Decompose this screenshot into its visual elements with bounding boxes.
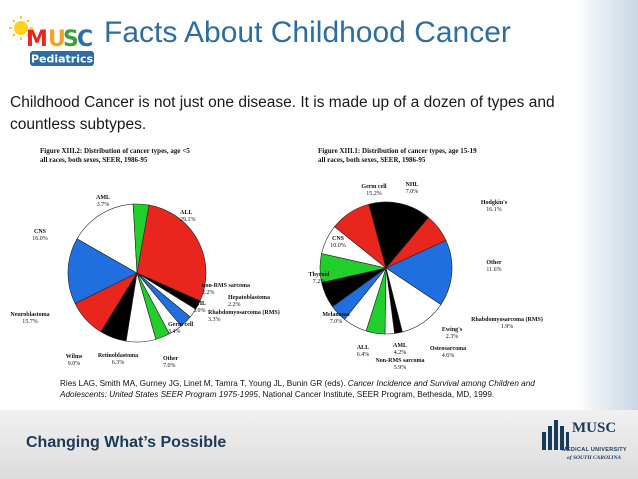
slice-label: ALL — [357, 345, 369, 351]
citation-authors: Ries LAG, Smith MA, Gurney JG, Linet M, … — [60, 379, 348, 388]
slice-value-label: 6.3% — [112, 360, 125, 366]
pie1-slices — [319, 201, 453, 335]
sun-icon — [9, 16, 33, 40]
slice-value-label: 11.6% — [486, 267, 501, 273]
logo-sub: Pediatrics — [31, 53, 94, 66]
pie1-labels: NHL7.0%Hodgkin's16.1%Other11.6%Rhabdomyo… — [309, 182, 543, 371]
slice-label: NHL — [193, 301, 206, 307]
slice-value-label: 7.0% — [406, 189, 419, 195]
slice-label: Germ cell — [361, 184, 386, 190]
slice-value-label: 7.0% — [163, 363, 176, 369]
slice-value-label: 5.9% — [394, 365, 407, 371]
chart-subtitle: all races, both sexes, SEER, 1986-95 — [318, 156, 426, 164]
citation-title: Cancer Incidence and Survival among Chil… — [60, 379, 535, 399]
pie-slice-hodgkin-s — [385, 240, 453, 305]
slice-label: Other — [163, 356, 179, 362]
chart-title: Figure XIII.1: Distribution of cancer ty… — [318, 147, 477, 155]
pie-slice-neuroblastoma — [67, 238, 138, 304]
slice-label: Hodgkin's — [481, 200, 508, 206]
slice-label: Wilms — [66, 354, 83, 360]
logo-letter-c: C — [77, 27, 93, 52]
slice-value-label: 4.6% — [442, 353, 455, 359]
intro-text: Childhood Cancer is not just one disease… — [10, 94, 555, 133]
pie-slice-cns — [76, 203, 138, 274]
slice-value-label: 3.4% — [168, 329, 181, 335]
slice-label: AML — [393, 343, 407, 349]
slice-value-label: 1.9% — [501, 324, 514, 330]
slice-label: Neuroblastoma — [10, 312, 49, 318]
slice-label: NHL — [405, 182, 418, 188]
pie-slice-aml — [132, 203, 150, 274]
slice-label: non-RMS sarcoma — [202, 283, 250, 289]
pie-chart-age-under-5: Figure XIII.2: Distribution of cancer ty… — [10, 147, 279, 369]
logo-letter-s: S — [63, 27, 79, 52]
slice-label: CNS — [34, 229, 47, 235]
slice-label: Thyroid — [309, 272, 331, 278]
footer-brand: MUSC — [572, 420, 617, 436]
slice-value-label: 15.2% — [366, 191, 382, 197]
slice-value-label: 9.0% — [68, 361, 81, 367]
citation-publisher: , National Cancer Institute, SEER Progra… — [257, 390, 495, 399]
slice-value-label: 10.0% — [330, 243, 346, 249]
slice-value-label: 3.0% — [193, 308, 206, 314]
citation: Ries LAG, Smith MA, Gurney JG, Linet M, … — [60, 378, 565, 400]
footer-tagline: Changing What’s Possible — [26, 434, 227, 451]
slice-label: ALL — [180, 210, 192, 216]
chart-subtitle: all races, both sexes, SEER, 1986-95 — [40, 156, 148, 164]
pie-chart-age-15-19: Figure XIII.1: Distribution of cancer ty… — [309, 147, 543, 371]
slice-value-label: 2.2% — [228, 302, 241, 308]
musc-building-icon — [542, 420, 569, 450]
slice-value-label: 7.0% — [330, 319, 343, 325]
footer-bar — [0, 410, 638, 479]
slice-label: Non-RMS sarcoma — [375, 358, 424, 364]
slice-value-label: 3.7% — [97, 202, 110, 208]
slice-label: Rhabdomyosarcoma (RMS) — [471, 316, 543, 323]
slice-value-label: 2.3% — [446, 334, 459, 340]
slice-value-label: 15.7% — [22, 319, 38, 325]
page-title: Facts About Childhood Cancer — [104, 16, 511, 49]
logo-letter-u: U — [48, 27, 66, 52]
slice-label: Hepatoblastoma — [228, 295, 270, 301]
footer-brand-sub1: MEDICAL UNIVERSITY — [562, 447, 627, 453]
slice-value-label: 6.4% — [357, 352, 370, 358]
slice-value-label: 3.3% — [208, 317, 221, 323]
slice-label: CNS — [332, 236, 345, 242]
logo-pediatrics-banner — [30, 51, 94, 66]
slice-value-label: 2.2% — [202, 290, 215, 296]
pie-slice-all — [136, 204, 207, 302]
footer-brand-sub2: of SOUTH CAROLINA — [567, 455, 622, 461]
slice-value-label: 29.1% — [180, 217, 196, 223]
slice-label: Ewing's — [442, 327, 463, 333]
musc-pediatrics-logo: M U S C Pediatrics — [9, 16, 94, 66]
slice-label: Other — [486, 260, 502, 266]
logo-letter-m: M — [26, 27, 48, 52]
pie0-slices — [67, 203, 207, 343]
chart-title: Figure XIII.2: Distribution of cancer ty… — [40, 147, 190, 155]
slice-value-label: 16.0% — [32, 236, 48, 242]
slice-label: Melanoma — [322, 312, 349, 318]
slice-label: Germ cell — [168, 322, 193, 328]
slice-label: AML — [96, 195, 110, 201]
right-gradient-bar — [575, 0, 638, 410]
slice-label: Osteosarcoma — [430, 346, 466, 352]
slice-value-label: 4.2% — [394, 350, 407, 356]
slice-label: Rhabdomyosarcoma (RMS) — [208, 309, 280, 316]
pie-slice-germ-cell — [368, 201, 429, 269]
slice-value-label: 7.2% — [313, 279, 326, 285]
slice-value-label: 16.1% — [486, 207, 502, 213]
slice-label: Retinoblastoma — [98, 353, 138, 359]
